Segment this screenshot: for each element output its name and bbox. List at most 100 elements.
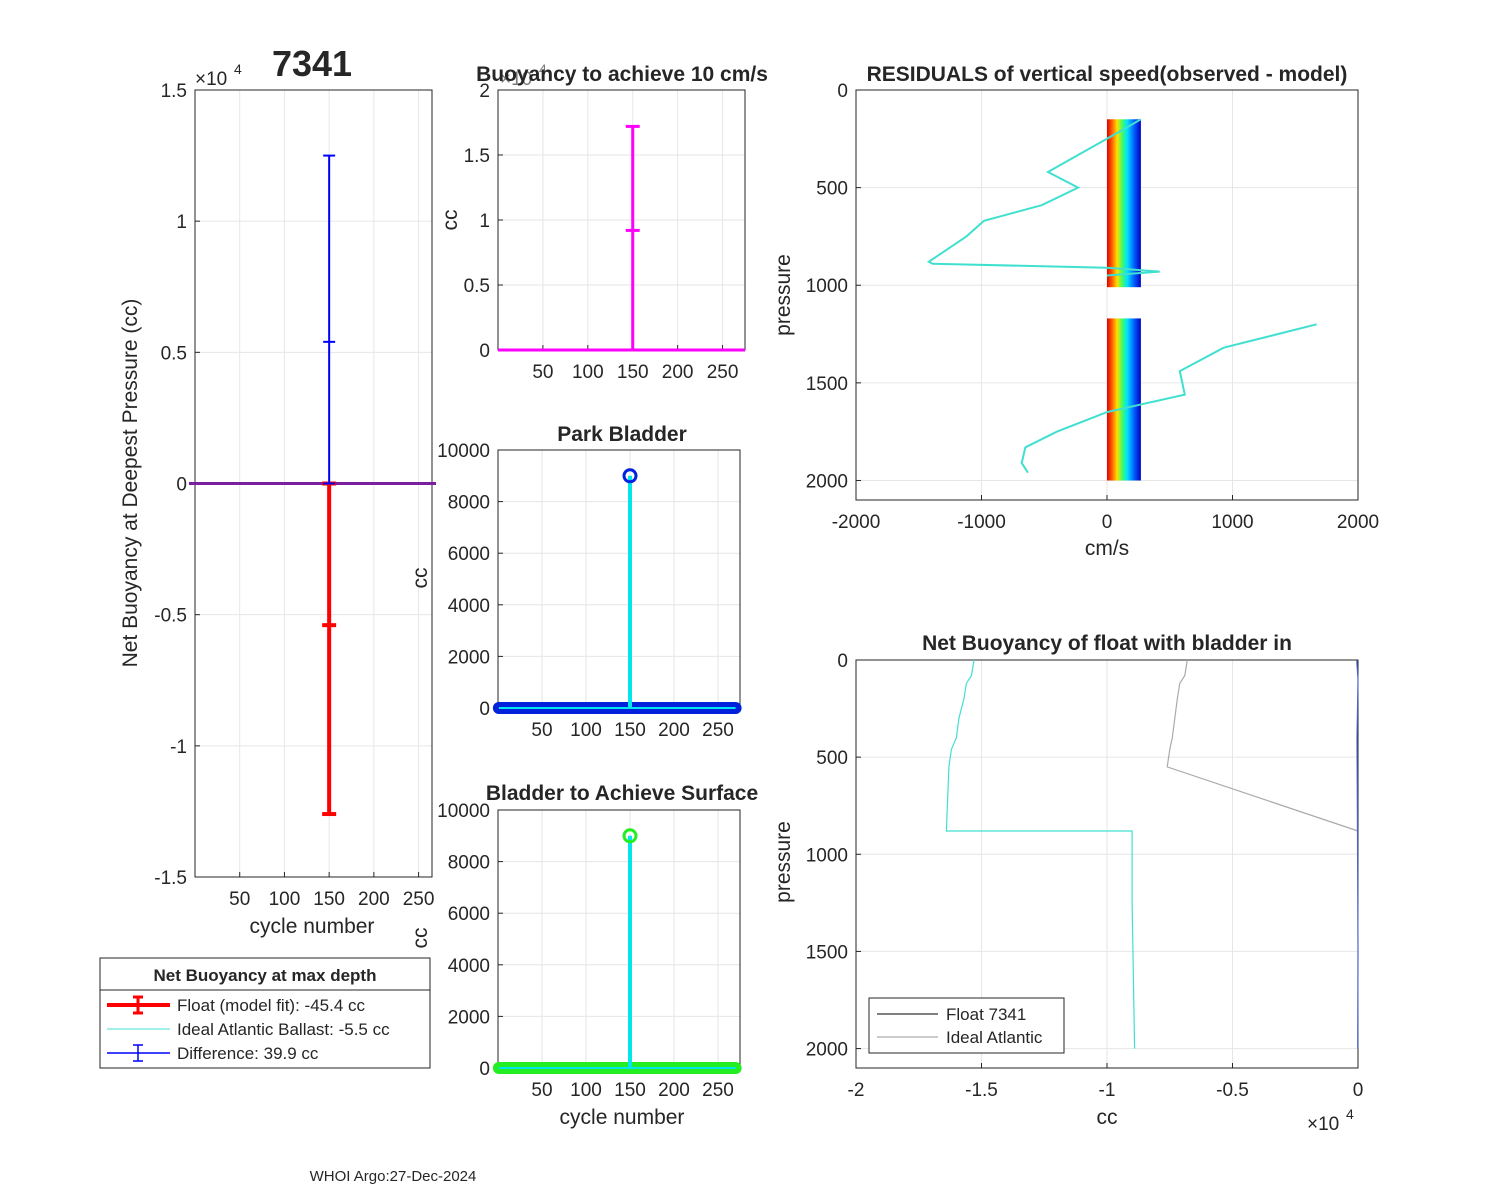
p6-exponent-power: 4 — [1346, 1106, 1354, 1122]
p4-plot-area — [498, 810, 740, 1068]
p5-ytick-label: 500 — [816, 179, 848, 200]
park-bladder-chart: Park Bladder cc 50 100 150 200 250 0 2000 4000 6… — [409, 423, 742, 741]
p3-xtick-label: 150 — [614, 720, 646, 741]
legend-label-ideal: Ideal Atlantic Ballast: -5.5 cc — [177, 1020, 390, 1039]
p3-xtick-label: 250 — [702, 720, 734, 741]
p4-xtick-label: 150 — [614, 1080, 646, 1101]
legend-entry-difference: Difference: 39.9 cc — [107, 1044, 319, 1063]
p4-xtick-label: 250 — [702, 1080, 734, 1101]
p3-plot-area — [498, 450, 740, 708]
p3-ytick-label: 2000 — [448, 647, 490, 668]
p3-ytick-label: 0 — [479, 699, 490, 720]
p1-xtick-label: 50 — [229, 889, 250, 910]
p5-ytick-label: 0 — [837, 81, 848, 102]
p6-legend-box — [868, 997, 1065, 1054]
legend-title: Net Buoyancy at max depth — [154, 966, 377, 985]
p6-difference-line — [1356, 659, 1359, 1049]
legend-net-buoyancy: Net Buoyancy at max depth Float (model f… — [99, 957, 431, 1069]
p6-exponent: ×10 4 — [1307, 1106, 1354, 1135]
p1-ytick-label: 1 — [176, 212, 187, 233]
p4-ytick-label: 10000 — [437, 801, 490, 822]
p3-ytick-label: 6000 — [448, 544, 490, 565]
p2-ytick-label: 1 — [479, 211, 490, 232]
p6-ytick-label: 1500 — [806, 942, 848, 963]
p3-peak-marker — [622, 468, 638, 484]
p6-legend-label-float: Float 7341 — [946, 1005, 1026, 1024]
p1-ytick-label: 0.5 — [161, 343, 187, 364]
p4-xlabel: cycle number — [560, 1106, 685, 1129]
p6-ytick-label: 0 — [837, 651, 848, 672]
p5-title: RESIDUALS of vertical speed(observed - m… — [867, 63, 1348, 86]
p5-xtick-label: -1000 — [957, 512, 1006, 533]
p6-xtick-label: -0.5 — [1216, 1080, 1249, 1101]
p1-xtick-label: 150 — [313, 889, 345, 910]
p1-xlabel: cycle number — [250, 915, 375, 938]
p2-ytick-label: 1.5 — [464, 146, 490, 167]
p6-ytick-label: 500 — [816, 748, 848, 769]
bladder-surface-chart: Bladder to Achieve Surface cc cycle numb… — [409, 782, 758, 1129]
p5-residual-line-2 — [1020, 323, 1317, 474]
p4-xtick-label: 100 — [570, 1080, 602, 1101]
p4-xtick-label: 50 — [531, 1080, 552, 1101]
p1-ytick-label: -0.5 — [154, 606, 187, 627]
p6-legend: Float 7341 Ideal Atlantic — [868, 997, 1065, 1054]
p5-color-band-1 — [1107, 119, 1141, 288]
legend-entry-ideal: Ideal Atlantic Ballast: -5.5 cc — [107, 1020, 390, 1039]
p4-peak-marker — [622, 828, 638, 844]
legend-label-difference: Difference: 39.9 cc — [177, 1044, 319, 1063]
p5-xtick-label: 2000 — [1337, 512, 1379, 533]
p6-float-line — [945, 659, 1136, 1049]
p6-ytick-label: 2000 — [806, 1040, 848, 1061]
p4-title: Bladder to Achieve Surface — [486, 782, 758, 805]
p2-ylabel: cc — [439, 210, 462, 231]
p1-xtick-label: 100 — [269, 889, 301, 910]
p5-xlabel: cm/s — [1085, 537, 1129, 560]
p1-exponent: ×10 4 — [195, 61, 242, 90]
p4-ytick-label: 8000 — [448, 853, 490, 874]
p2-ytick-label: 0.5 — [464, 276, 490, 297]
p6-title: Net Buoyancy of float with bladder in — [922, 632, 1292, 655]
legend-entry-float: Float (model fit): -45.4 cc — [107, 995, 366, 1015]
p6-ytick-label: 1000 — [806, 845, 848, 866]
p6-xtick-label: -2 — [848, 1080, 865, 1101]
p5-xtick-label: 1000 — [1211, 512, 1253, 533]
p4-ytick-label: 4000 — [448, 956, 490, 977]
p6-xtick-label: -1 — [1099, 1080, 1116, 1101]
buoyancy-10cms-chart: Buoyancy to achieve 10 cm/s cc ×10 4 50 1… — [439, 61, 768, 383]
p2-exponent-base: ×10 — [500, 69, 532, 90]
p5-color-band-2 — [1107, 318, 1141, 481]
p2-ytick-label: 0 — [479, 341, 490, 362]
p4-ytick-label: 0 — [479, 1059, 490, 1080]
footer-label: WHOI Argo:27-Dec-2024 — [310, 1168, 477, 1185]
p6-xtick-label: 0 — [1353, 1080, 1364, 1101]
p2-xtick-label: 50 — [532, 362, 553, 383]
p3-xtick-label: 200 — [658, 720, 690, 741]
p1-xtick-label: 250 — [403, 889, 435, 910]
net-buoyancy-deepest-chart: 7341 Net Buoyancy at Deepest Pressure (c… — [119, 43, 436, 938]
p1-ytick-label: -1 — [170, 737, 187, 758]
p6-legend-label-ideal: Ideal Atlantic — [946, 1028, 1043, 1047]
p4-ytick-label: 2000 — [448, 1007, 490, 1028]
p1-ytick-label: -1.5 — [154, 868, 187, 889]
p5-axes-box — [855, 89, 1359, 501]
p6-ylabel: pressure — [772, 821, 795, 903]
p2-xtick-label: 250 — [707, 362, 739, 383]
p2-xtick-label: 150 — [617, 362, 649, 383]
p5-ylabel: pressure — [772, 254, 795, 336]
p6-exponent-base: ×10 — [1307, 1114, 1339, 1135]
p6-ideal-line — [1166, 659, 1359, 832]
p2-xtick-label: 200 — [662, 362, 694, 383]
p2-exponent-power: 4 — [539, 61, 547, 77]
p1-ytick-label: 1.5 — [161, 81, 187, 102]
p1-xtick-label: 200 — [358, 889, 390, 910]
p2-title: Buoyancy to achieve 10 cm/s — [476, 63, 768, 86]
p2-ytick-label: 2 — [479, 81, 490, 102]
p4-ylabel: cc — [409, 928, 432, 949]
p3-ytick-label: 4000 — [448, 596, 490, 617]
p5-xtick-label: 0 — [1102, 512, 1113, 533]
p1-ylabel: Net Buoyancy at Deepest Pressure (cc) — [119, 299, 142, 668]
p3-ytick-label: 10000 — [437, 441, 490, 462]
p3-title: Park Bladder — [557, 423, 687, 446]
p3-ylabel: cc — [409, 568, 432, 589]
